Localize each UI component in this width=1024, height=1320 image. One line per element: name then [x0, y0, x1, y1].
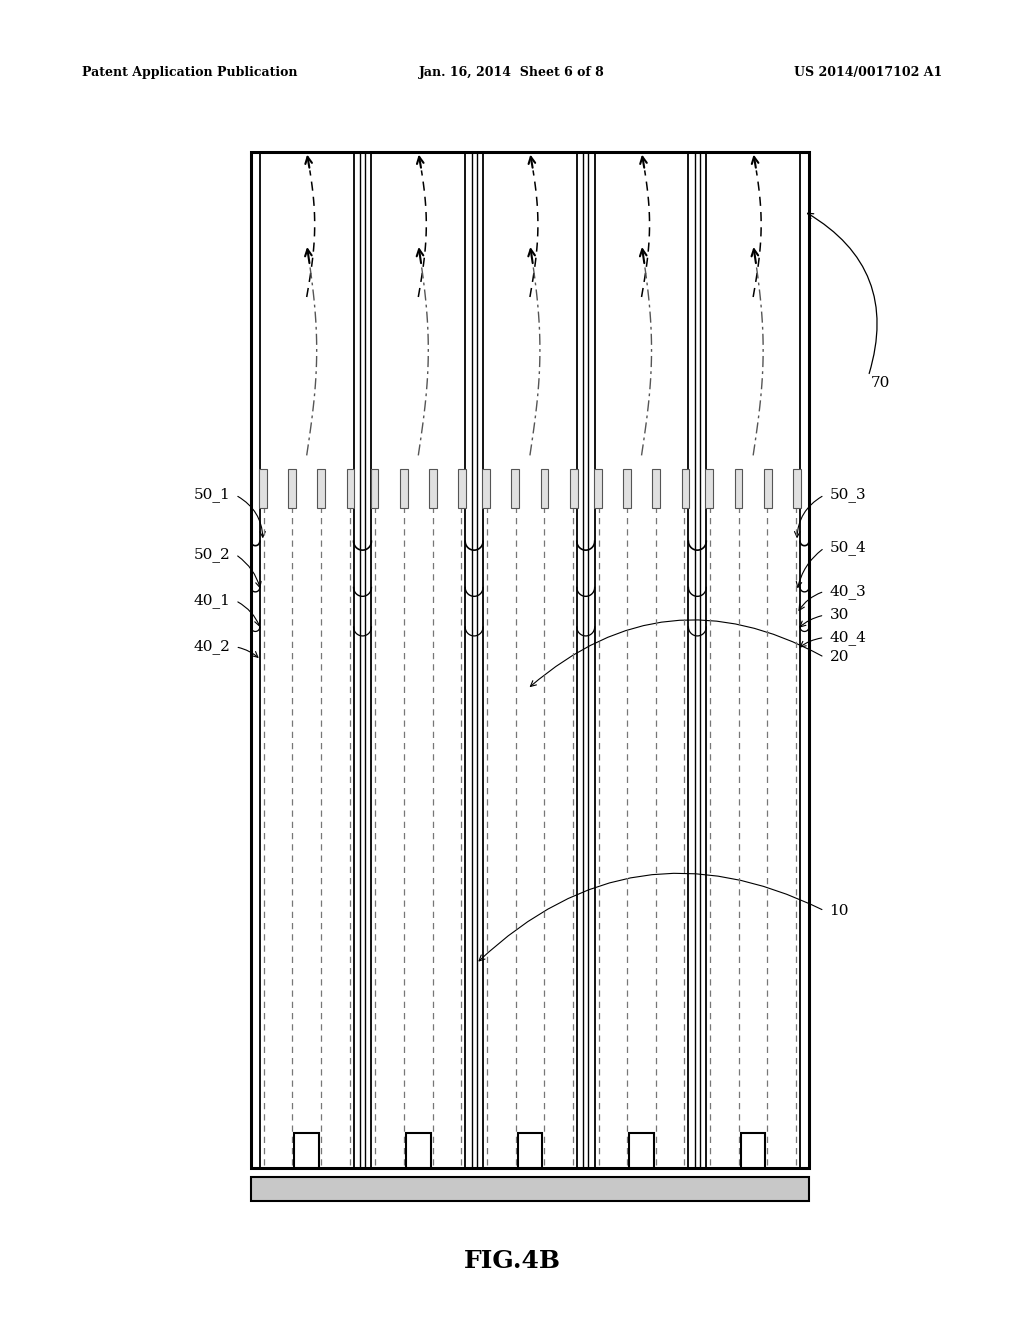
Text: Patent Application Publication: Patent Application Publication: [82, 66, 297, 79]
Bar: [259, 469, 266, 508]
Bar: [734, 469, 742, 508]
Text: 40_4: 40_4: [829, 630, 866, 645]
Bar: [794, 469, 801, 508]
Text: 10: 10: [829, 904, 849, 917]
Bar: [295, 1133, 318, 1168]
Bar: [652, 469, 660, 508]
Bar: [623, 469, 631, 508]
Bar: [482, 469, 489, 508]
Bar: [706, 469, 713, 508]
Bar: [407, 1133, 430, 1168]
Bar: [371, 469, 378, 508]
Text: Jan. 16, 2014  Sheet 6 of 8: Jan. 16, 2014 Sheet 6 of 8: [419, 66, 605, 79]
Bar: [682, 469, 689, 508]
Bar: [251, 152, 809, 1168]
Bar: [347, 469, 354, 508]
Bar: [511, 469, 519, 508]
Bar: [288, 469, 296, 508]
Bar: [251, 1177, 809, 1201]
Text: 50_4: 50_4: [829, 540, 866, 556]
Text: 50_1: 50_1: [194, 487, 230, 503]
Text: 40_3: 40_3: [829, 583, 866, 599]
Text: US 2014/0017102 A1: US 2014/0017102 A1: [794, 66, 942, 79]
Bar: [741, 1133, 765, 1168]
Text: 70: 70: [870, 376, 890, 389]
Bar: [570, 469, 578, 508]
Bar: [630, 1133, 653, 1168]
Bar: [399, 469, 408, 508]
Text: 40_2: 40_2: [194, 639, 230, 655]
Bar: [429, 469, 437, 508]
Bar: [459, 469, 466, 508]
Text: 50_2: 50_2: [194, 546, 230, 562]
Bar: [594, 469, 601, 508]
Bar: [541, 469, 549, 508]
Text: FIG.4B: FIG.4B: [464, 1249, 560, 1272]
Text: 20: 20: [829, 651, 849, 664]
Text: 30: 30: [829, 609, 849, 622]
Bar: [317, 469, 326, 508]
Bar: [518, 1133, 542, 1168]
Bar: [764, 469, 772, 508]
Text: 50_3: 50_3: [829, 487, 866, 503]
Text: 40_1: 40_1: [194, 593, 230, 609]
